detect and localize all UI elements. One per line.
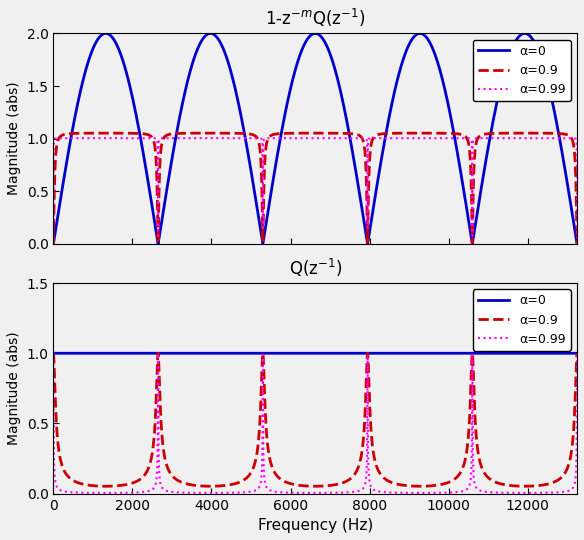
α=0.99	[438, 490, 445, 496]
α=0.9	[466, 414, 473, 420]
Legend: α=0, α=0.9, α=0.99: α=0, α=0.9, α=0.99	[473, 289, 571, 351]
Y-axis label: Magnitude (abs): Magnitude (abs)	[7, 332, 21, 445]
α=0.9	[102, 130, 109, 137]
α=0.9	[383, 476, 390, 483]
α=0	[573, 350, 580, 356]
X-axis label: Frequency (Hz): Frequency (Hz)	[258, 518, 373, 533]
α=0.99	[383, 135, 390, 141]
α=0.99	[239, 135, 246, 141]
α=0.9	[239, 477, 246, 484]
α=0.99	[383, 489, 390, 496]
α=0.9	[50, 241, 57, 247]
Line: α=0.99: α=0.99	[53, 353, 577, 493]
α=0	[360, 214, 367, 220]
Line: α=0: α=0	[53, 33, 577, 244]
α=0.9	[360, 138, 367, 145]
α=0	[438, 73, 445, 80]
α=0.99	[76, 135, 83, 141]
α=0.9	[573, 350, 580, 356]
α=0.9	[438, 130, 445, 137]
α=0.9	[383, 130, 390, 137]
α=0.99	[360, 135, 367, 141]
Y-axis label: Magnitude (abs): Magnitude (abs)	[7, 82, 21, 195]
α=0	[466, 350, 473, 356]
Line: α=0.99: α=0.99	[53, 138, 577, 244]
α=0	[50, 241, 57, 247]
α=0.99	[360, 485, 367, 491]
α=0.99	[239, 489, 246, 496]
Title: Q(z$^{-1}$): Q(z$^{-1}$)	[288, 256, 342, 279]
Line: α=0.9: α=0.9	[53, 353, 577, 486]
α=0.9	[50, 350, 57, 356]
α=0	[383, 130, 390, 136]
α=0.9	[360, 437, 367, 443]
α=0.99	[466, 482, 473, 488]
α=0.9	[102, 483, 109, 489]
α=0.9	[573, 241, 580, 247]
α=0	[102, 30, 109, 37]
α=0	[239, 350, 246, 356]
α=0	[438, 350, 445, 356]
Line: α=0.9: α=0.9	[53, 133, 577, 244]
α=0	[383, 350, 390, 356]
α=0.9	[76, 130, 83, 137]
α=0	[360, 350, 367, 356]
Legend: α=0, α=0.9, α=0.99: α=0, α=0.9, α=0.99	[473, 39, 571, 101]
α=0.99	[50, 350, 57, 356]
α=0.99	[466, 135, 473, 141]
α=0.9	[438, 481, 445, 488]
α=0	[239, 123, 246, 129]
α=0.99	[438, 135, 445, 141]
α=0.99	[76, 489, 83, 496]
α=0.9	[466, 148, 473, 154]
α=0	[76, 91, 83, 98]
α=0.99	[102, 135, 109, 141]
α=0.9	[239, 130, 246, 137]
α=0	[50, 350, 57, 356]
α=0	[573, 241, 580, 247]
α=0.99	[102, 490, 109, 496]
α=0.9	[76, 480, 83, 487]
Title: 1-z$^{-m}$Q(z$^{-1}$): 1-z$^{-m}$Q(z$^{-1}$)	[265, 7, 366, 29]
α=0.99	[573, 241, 580, 247]
α=0.99	[573, 350, 580, 356]
α=0	[76, 350, 83, 356]
α=0	[466, 224, 473, 230]
α=0.99	[50, 241, 57, 247]
